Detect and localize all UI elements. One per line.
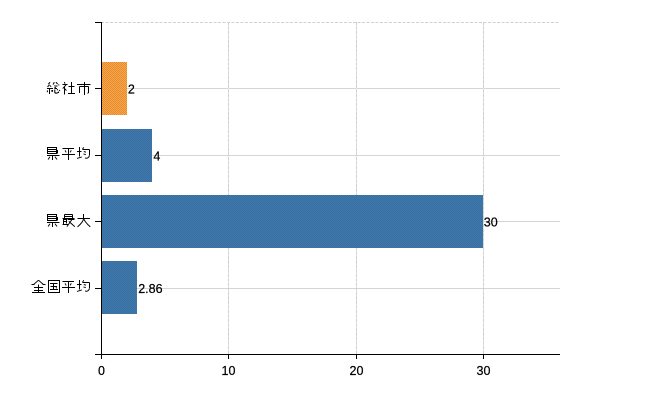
- svg-text:2: 2: [128, 83, 135, 97]
- svg-text:20: 20: [350, 364, 364, 378]
- svg-text:2.86: 2.86: [138, 282, 162, 296]
- svg-text:10: 10: [222, 364, 236, 378]
- svg-text:4: 4: [153, 149, 160, 163]
- svg-text:30: 30: [477, 364, 491, 378]
- svg-text:30: 30: [484, 216, 498, 230]
- svg-text:0: 0: [98, 364, 105, 378]
